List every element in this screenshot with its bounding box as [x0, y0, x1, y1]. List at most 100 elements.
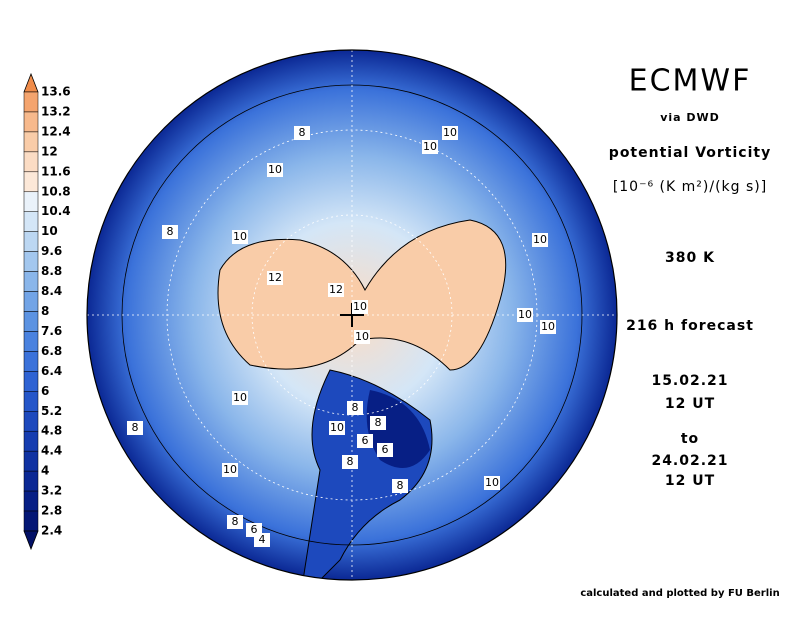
end-time: 12 UT	[665, 473, 715, 489]
colorbar-band	[23, 251, 39, 272]
colorbar-label: 4.8	[41, 424, 62, 438]
colorbar: 13.6 13.2 12.4 12 11.6 10.8 10.4 10 9.6 8.8 8.4 8 7.…	[23, 72, 71, 551]
colorbar-band	[23, 171, 39, 193]
map-border	[86, 49, 618, 581]
contour-label: 8	[299, 126, 306, 139]
contour-label: 10	[443, 126, 457, 139]
colorbar-label: 11.6	[41, 164, 71, 178]
level: 380 K	[665, 250, 715, 266]
contour-label-bg	[328, 283, 344, 297]
colorbar-label: 10.4	[41, 204, 71, 218]
colorbar-band	[23, 411, 39, 432]
contour-label: 10	[223, 463, 237, 476]
colorbar-label: 10.8	[41, 184, 71, 198]
colorbar-label: 3.2	[41, 484, 62, 498]
to: to	[681, 431, 699, 447]
contour-label-bg	[517, 308, 533, 322]
colorbar-label: 7.6	[41, 324, 62, 338]
contour-label: 4	[259, 533, 266, 546]
contour-label-bg	[227, 515, 243, 529]
colorbar-label: 12	[41, 144, 58, 158]
contour-label: 10	[233, 391, 247, 404]
colorbar-label: 4.4	[41, 444, 62, 458]
colorbar-label: 8	[41, 304, 49, 318]
colorbar-band	[23, 91, 39, 113]
contour-label-bg	[267, 163, 283, 177]
colorbar-band	[23, 351, 39, 372]
title: ECMWF	[629, 64, 752, 99]
start-time: 12 UT	[665, 396, 715, 412]
contour-label-bg	[422, 140, 438, 154]
colorbar-label: 4	[41, 464, 49, 478]
colorbar-band	[23, 470, 39, 492]
start-date: 15.02.21	[651, 373, 728, 389]
contour-label-bg	[357, 434, 373, 448]
contour-label: 10	[518, 308, 532, 321]
colorbar-band	[23, 331, 39, 352]
colorbar-label: 6.8	[41, 344, 62, 358]
contour-label-bg	[354, 330, 370, 344]
contour-label: 6	[382, 443, 389, 456]
contour-label: 8	[375, 416, 382, 429]
colorbar-band	[23, 151, 39, 173]
colorbar-band	[23, 430, 39, 452]
colorbar-label: 6.4	[41, 364, 62, 378]
colorbar-label: 5.2	[41, 404, 62, 418]
colorbar-band	[23, 131, 39, 153]
contour-label: 12	[329, 283, 343, 296]
forecast: 216 h forecast	[626, 318, 754, 334]
variable: potential Vorticity	[609, 145, 771, 161]
colorbar-band	[23, 450, 39, 472]
colorbar-label: 12.4	[41, 124, 71, 138]
contour-label-bg	[294, 126, 310, 140]
colorbar-band	[23, 271, 39, 292]
colorbar-label: 8.8	[41, 264, 62, 278]
contour-label: 8	[347, 455, 354, 468]
contour-label: 10	[268, 163, 282, 176]
colorbar-label: 13.6	[41, 85, 71, 99]
contour-label-bg	[342, 455, 358, 469]
colorbar-label: 9.6	[41, 244, 62, 258]
contour-label: 8	[352, 401, 359, 414]
unit: [10⁻⁶ (K m²)/(kg s)]	[613, 179, 767, 195]
contour-label: 8	[232, 515, 239, 528]
contour-label: 6	[251, 523, 258, 536]
contour-label-bg	[222, 463, 238, 477]
colorbar-label: 13.2	[41, 104, 71, 118]
colorbar-arrow	[23, 530, 39, 551]
end-date: 24.02.21	[651, 453, 728, 469]
colorbar-band	[23, 231, 39, 252]
contour-label-bg	[232, 230, 248, 244]
contour-label: 10	[423, 140, 437, 153]
contour-label-bg	[377, 443, 393, 457]
contour-label-bg	[442, 126, 458, 140]
contour-label: 12	[268, 271, 282, 284]
contour-label-bg	[352, 300, 368, 314]
contour-label: 8	[167, 225, 174, 238]
colorbar-label: 10	[41, 224, 58, 238]
contour-label: 6	[362, 434, 369, 447]
colorbar-band	[23, 111, 39, 133]
source: via DWD	[660, 111, 720, 124]
contour-label-bg	[329, 421, 345, 435]
contour-label-bg	[347, 401, 363, 415]
contour-label-bg	[267, 271, 283, 285]
colorbar-band	[23, 371, 39, 392]
contour-label: 10	[485, 476, 499, 489]
colorbar-band	[23, 391, 39, 412]
colorbar-band	[23, 211, 39, 232]
contour-label-bg	[370, 416, 386, 430]
colorbar-band	[23, 311, 39, 332]
colorbar-band	[23, 510, 39, 532]
colorbar-label: 8.4	[41, 284, 62, 298]
contour-label-bg	[532, 233, 548, 247]
contour-label-bg	[254, 533, 270, 547]
colorbar-band	[23, 490, 39, 512]
colorbar-label: 6	[41, 384, 49, 398]
contour-label: 10	[533, 233, 547, 246]
colorbar-band	[23, 291, 39, 312]
contour-label-bg	[540, 320, 556, 334]
contour-label: 10	[353, 300, 367, 313]
